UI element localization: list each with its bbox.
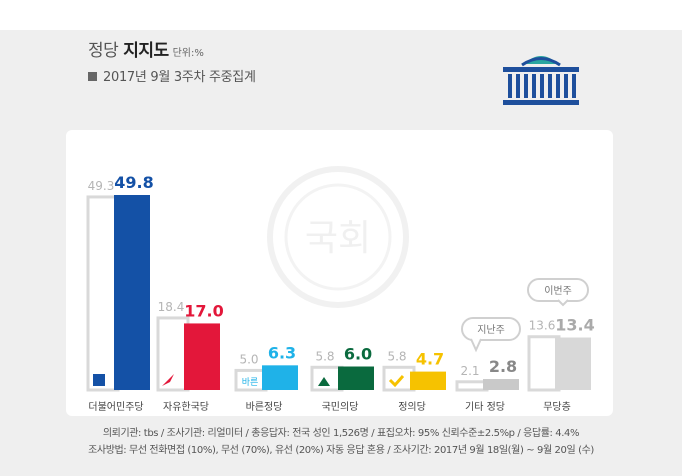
- peoples-party-icon: [318, 377, 330, 386]
- bar-this-week-4: [410, 371, 446, 390]
- value-label-last-week-6: 13.6: [529, 319, 556, 333]
- callout-last-week-tail: [470, 338, 482, 353]
- top-strip: [0, 0, 682, 30]
- bar-this-week-2: [262, 365, 298, 390]
- value-label-last-week-5: 2.1: [460, 364, 479, 378]
- bar-last-week-0: [86, 195, 120, 392]
- title-light: 정당: [88, 41, 124, 61]
- bar-last-week-3: [310, 365, 344, 392]
- justice-party-icon: [388, 375, 405, 388]
- national-assembly-logo: [503, 56, 579, 105]
- category-label-4: 정의당: [398, 401, 426, 413]
- logo-base: [503, 100, 579, 105]
- logo-roof: [503, 67, 579, 72]
- value-label-this-week-4: 4.7: [416, 350, 444, 369]
- democratic-party-icon: [93, 374, 105, 386]
- watermark-text: 국회: [305, 218, 371, 259]
- logo-dome-rim: [521, 57, 561, 67]
- category-label-6: 무당층: [543, 401, 571, 413]
- value-label-this-week-6: 13.4: [555, 316, 594, 335]
- bar-last-week-5: [455, 380, 489, 392]
- bars: 바른: [86, 195, 591, 392]
- footnote-survey-info: 의뢰기관: tbs / 조사기관: 리얼미터 / 총응답자: 전국 성인 1,5…: [102, 428, 580, 439]
- square-bullet-icon: [88, 72, 97, 81]
- callout-this-week-tail: [557, 299, 569, 307]
- callout-this-week: 이번주: [527, 278, 589, 307]
- watermark: 국회: [267, 166, 409, 308]
- value-label-last-week-2: 5.0: [239, 352, 258, 366]
- bar-this-week-0: [114, 195, 150, 390]
- unit-label: 단위:%: [172, 48, 204, 59]
- callout-last-week-text: 지난주: [477, 324, 505, 336]
- footnote-survey-method: 조사방법: 무선 전화면접 (10%), 무선 (70%), 유선 (20%) …: [88, 445, 594, 456]
- value-label-last-week-3: 5.8: [315, 349, 334, 363]
- category-label-5: 기타 정당: [465, 401, 505, 413]
- value-label-this-week-3: 6.0: [344, 345, 372, 364]
- page-title: 정당 지지도 단위:%: [88, 36, 204, 61]
- bar-this-week-3: [338, 366, 374, 390]
- bar-this-week-1: [184, 323, 220, 390]
- labels: 49.3 49.8 더불어민주당 18.4 17.0 자유한국당 5.0 6.3 바른정당 5.8…: [88, 173, 595, 413]
- category-label-0: 더불어민주당: [88, 401, 143, 413]
- liberty-korea-party-icon: [162, 374, 174, 386]
- title-bold: 지지도: [123, 41, 169, 61]
- subtitle-text: 2017년 9월 3주차 주중집계: [103, 70, 256, 85]
- callout-this-week-text: 이번주: [544, 285, 572, 297]
- value-label-last-week-4: 5.8: [387, 349, 406, 363]
- value-label-this-week-5: 2.8: [489, 357, 517, 376]
- bar-this-week-5: [483, 379, 519, 390]
- category-label-1: 자유한국당: [163, 401, 209, 413]
- category-label-3: 국민의당: [322, 401, 359, 413]
- logo-columns: [508, 74, 576, 98]
- bareun-party-icon: 바른: [242, 377, 259, 388]
- category-label-2: 바른정당: [246, 401, 283, 413]
- value-label-last-week-1: 18.4: [158, 300, 185, 314]
- callout-last-week: 지난주: [461, 317, 521, 353]
- callout-last-week-box: [461, 317, 521, 341]
- bar-last-week-6: [527, 335, 561, 392]
- bar-last-week-1: [156, 316, 190, 392]
- subtitle: 2017년 9월 3주차 주중집계: [88, 66, 256, 85]
- bar-this-week-6: [555, 337, 591, 390]
- value-label-this-week-1: 17.0: [184, 301, 223, 320]
- value-label-this-week-0: 49.8: [114, 173, 153, 192]
- callouts: 지난주 이번주: [461, 278, 589, 353]
- value-label-this-week-2: 6.3: [268, 343, 296, 362]
- value-label-last-week-0: 49.3: [88, 179, 115, 193]
